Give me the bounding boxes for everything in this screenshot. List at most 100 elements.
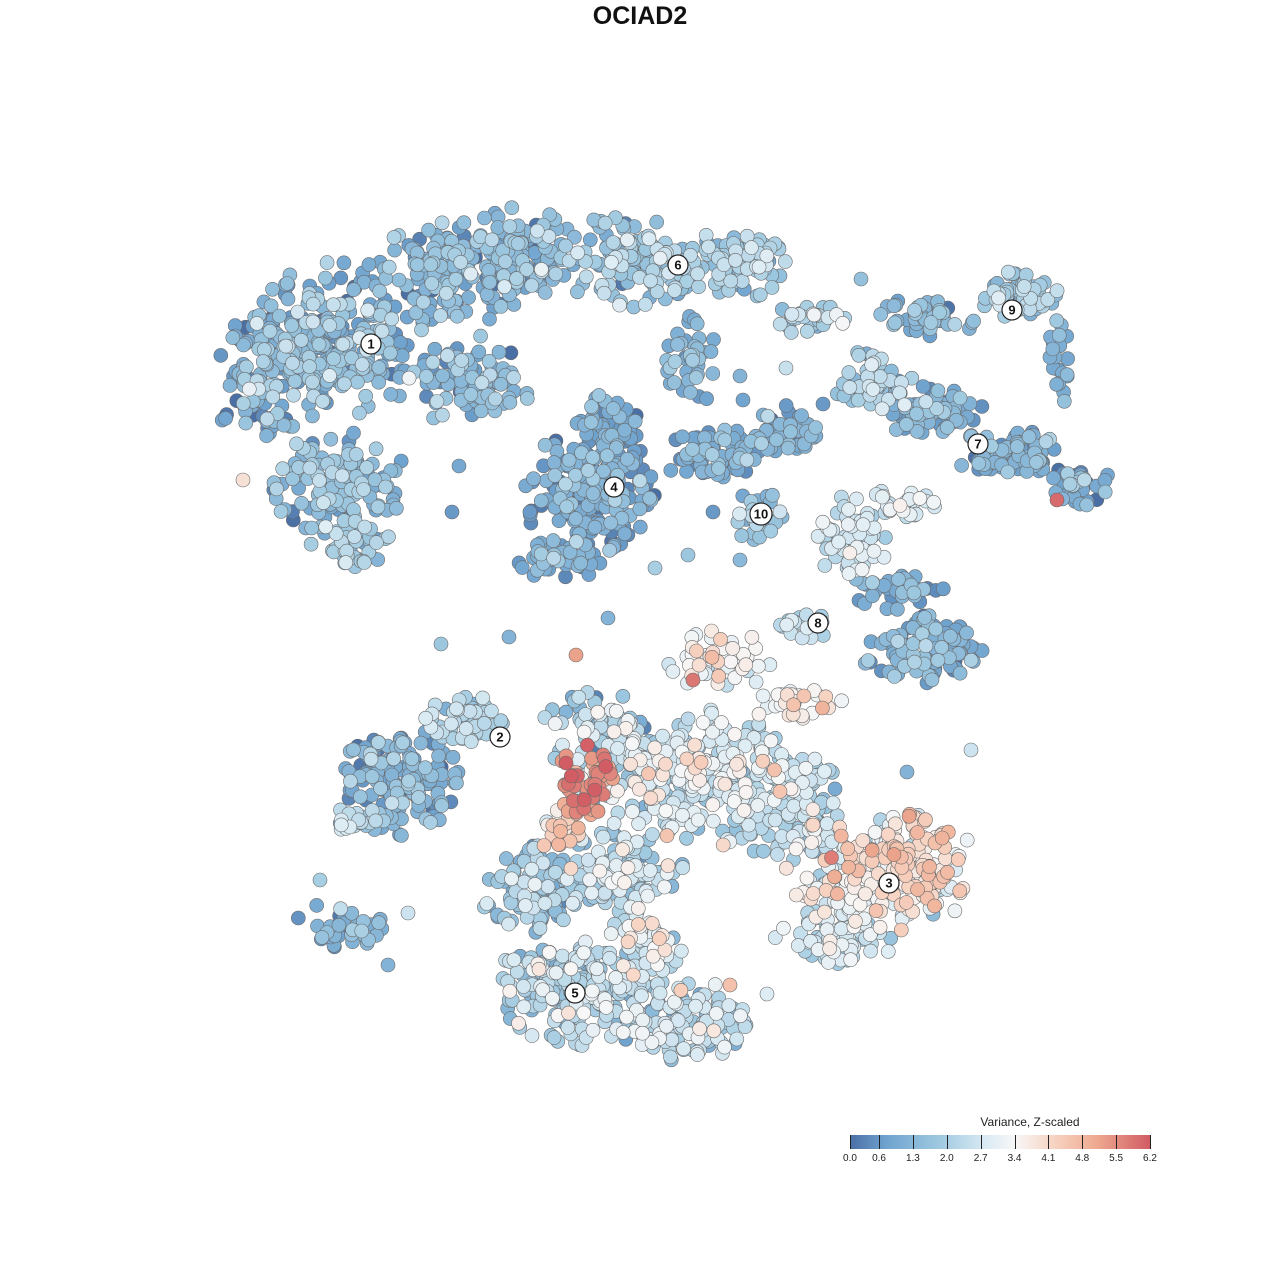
cluster-label-badge [489, 726, 511, 748]
cluster-label-1: 1 [360, 333, 382, 355]
data-point [708, 1006, 724, 1021]
legend-tick [1116, 1135, 1118, 1149]
data-point [842, 545, 858, 561]
data-point [596, 285, 612, 301]
data-point [833, 828, 849, 844]
data-point [1097, 484, 1113, 500]
cluster-label-badge [1001, 299, 1023, 321]
data-point [387, 242, 402, 258]
data-point [238, 415, 254, 431]
cluster-label-text: 4 [610, 480, 618, 495]
data-point [463, 266, 479, 282]
data-point [491, 344, 507, 360]
data-point [840, 517, 856, 532]
data-point [683, 385, 698, 400]
data-point [603, 515, 619, 531]
data-point [602, 950, 617, 966]
data-point [860, 653, 876, 668]
data-point [303, 536, 319, 552]
legend-tick-label: 4.1 [1041, 1153, 1056, 1164]
data-point [563, 768, 579, 784]
data-point [751, 706, 767, 722]
data-point [754, 436, 769, 451]
data-point [763, 733, 779, 749]
data-point [570, 820, 586, 836]
data-point [647, 560, 663, 576]
data-point [294, 495, 309, 511]
data-point [1049, 376, 1064, 392]
data-point [959, 625, 974, 641]
data-point [865, 575, 880, 590]
data-point [482, 274, 498, 290]
data-point [609, 440, 624, 456]
data-point [934, 640, 949, 655]
data-point [561, 452, 577, 468]
data-point [1060, 351, 1075, 367]
data-point [386, 751, 401, 767]
data-point [675, 807, 690, 823]
data-point [602, 542, 617, 558]
data-point [744, 629, 760, 645]
data-point [302, 460, 318, 476]
data-point [615, 688, 631, 704]
legend-tick [912, 1135, 914, 1149]
data-point [423, 257, 439, 272]
data-point [665, 664, 681, 679]
points-layer [213, 200, 1115, 1068]
data-point [473, 328, 488, 344]
legend-color-bar [850, 1135, 1150, 1149]
data-point [638, 297, 653, 312]
data-point [344, 350, 359, 366]
data-point [897, 397, 912, 413]
cluster-label-text: 2 [496, 730, 503, 745]
legend-tick-label: 3.4 [1007, 1153, 1022, 1164]
data-point [400, 905, 416, 921]
data-point [630, 917, 646, 932]
data-point [608, 703, 624, 719]
data-point [675, 429, 690, 445]
data-point [558, 755, 574, 771]
data-point [304, 520, 320, 536]
data-point [755, 688, 771, 704]
data-point [537, 285, 553, 300]
data-point [532, 920, 548, 936]
data-point [641, 231, 657, 247]
data-point [318, 519, 334, 535]
data-point [971, 456, 987, 471]
data-point [874, 489, 890, 505]
data-point [558, 476, 573, 492]
data-point [841, 566, 857, 581]
data-point [1016, 279, 1032, 294]
data-point [810, 528, 826, 544]
data-point [239, 359, 254, 375]
data-point [502, 983, 518, 999]
data-point [280, 291, 296, 307]
data-point [568, 647, 584, 663]
data-point [615, 1025, 631, 1040]
data-point [632, 473, 648, 489]
data-point [576, 1005, 592, 1021]
data-point [363, 751, 379, 767]
data-point [386, 230, 402, 245]
data-point [548, 864, 563, 880]
data-point [841, 859, 856, 875]
data-point [907, 654, 922, 670]
data-point [573, 555, 589, 571]
data-point [560, 1020, 576, 1035]
data-point [498, 851, 514, 866]
data-point [928, 621, 944, 637]
data-point [290, 910, 306, 926]
data-point [824, 850, 839, 865]
data-point [673, 943, 689, 959]
data-point [799, 323, 815, 339]
data-point [817, 558, 833, 573]
data-point [516, 979, 531, 994]
data-point [378, 479, 393, 495]
data-point [411, 790, 426, 805]
data-point [935, 581, 951, 597]
data-point [225, 330, 241, 345]
data-point [475, 690, 491, 706]
data-point [592, 863, 608, 879]
data-point [680, 547, 696, 563]
cluster-label-badge [603, 476, 625, 498]
